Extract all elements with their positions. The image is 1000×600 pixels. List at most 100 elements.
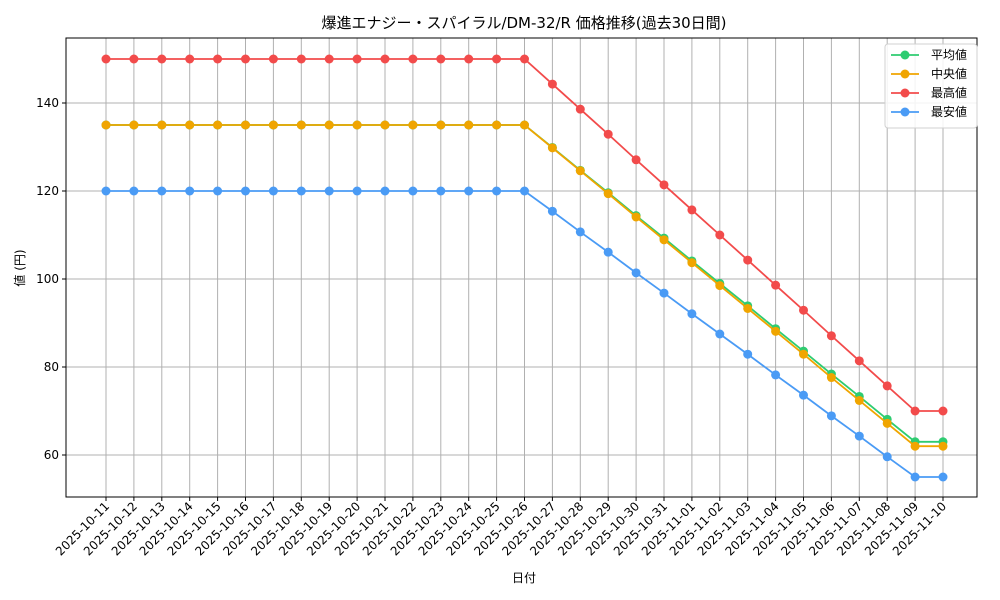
data-point (129, 54, 139, 64)
data-point (436, 120, 446, 130)
data-point (241, 54, 250, 64)
data-point (268, 120, 278, 130)
data-point (324, 120, 334, 130)
data-point (352, 120, 362, 130)
legend-marker-icon (900, 88, 910, 98)
data-point (296, 186, 306, 196)
data-point (826, 373, 836, 383)
data-point (826, 411, 836, 421)
data-point (185, 186, 195, 196)
data-point (910, 472, 920, 482)
data-point (185, 120, 195, 130)
data-point (687, 205, 697, 215)
data-point (854, 395, 864, 405)
data-point (882, 381, 892, 391)
data-point (631, 268, 641, 278)
series-line (101, 54, 948, 416)
data-point (687, 309, 697, 319)
data-point (799, 390, 808, 400)
data-point (799, 305, 808, 315)
data-point (659, 235, 669, 245)
data-point (241, 186, 250, 196)
data-point (938, 472, 948, 482)
data-point (826, 331, 836, 341)
data-point (380, 54, 390, 64)
data-point (743, 255, 753, 265)
y-tick-label: 120 (36, 184, 59, 198)
data-point (436, 186, 446, 196)
data-point (631, 155, 641, 165)
data-point (547, 206, 557, 216)
data-point (882, 452, 892, 462)
data-point (575, 166, 585, 176)
legend-label: 最安値 (931, 104, 967, 119)
data-point (520, 186, 529, 196)
data-point (157, 54, 167, 64)
data-point (380, 120, 390, 130)
data-point (408, 54, 418, 64)
legend-label: 平均値 (931, 47, 967, 62)
data-point (854, 431, 864, 441)
data-point (938, 441, 948, 451)
data-point (575, 227, 585, 237)
data-point (771, 280, 781, 290)
data-point (603, 247, 613, 257)
data-point (520, 54, 529, 64)
legend-item: 平均値 (891, 47, 967, 62)
data-point (464, 186, 474, 196)
data-point (854, 356, 864, 366)
data-point (687, 258, 697, 268)
data-point (241, 120, 250, 130)
data-point (185, 54, 195, 64)
legend-marker-icon (900, 107, 910, 117)
data-point (715, 281, 725, 291)
data-point (492, 54, 502, 64)
data-point (436, 54, 446, 64)
data-point (352, 186, 362, 196)
data-point (324, 186, 334, 196)
y-axis-ticks: 60 80 100 120 140 (36, 96, 66, 462)
data-point (213, 54, 223, 64)
data-point (771, 370, 781, 380)
data-point (157, 186, 167, 196)
data-point (129, 186, 139, 196)
data-point (715, 329, 725, 339)
plot-frame (65, 37, 978, 498)
data-point (771, 326, 781, 336)
data-point (213, 186, 223, 196)
data-point (547, 143, 557, 153)
data-point (268, 186, 278, 196)
data-point (296, 54, 306, 64)
data-point (296, 120, 306, 130)
y-tick-label: 140 (36, 96, 59, 110)
data-point (213, 120, 223, 130)
data-point (129, 120, 139, 130)
chart-title: 爆進エナジー・スパイラル/DM-32/R 価格推移(過去30日間) (321, 14, 726, 32)
data-point (715, 230, 725, 240)
legend-item: 最高値 (891, 85, 967, 100)
data-point (101, 120, 111, 130)
data-point (547, 79, 557, 89)
legend-box (884, 43, 978, 129)
data-point (659, 288, 669, 298)
data-point (882, 418, 892, 428)
data-point (910, 441, 920, 451)
series-line (101, 120, 948, 451)
data-point (492, 120, 502, 130)
data-point (352, 54, 362, 64)
data-point (659, 180, 669, 190)
data-point (603, 189, 613, 199)
data-point (324, 54, 334, 64)
legend-marker-icon (900, 50, 910, 60)
data-point (938, 406, 948, 416)
data-point (464, 120, 474, 130)
x-axis-ticks: 2025-10-112025-10-122025-10-132025-10-14… (53, 497, 949, 558)
y-tick-label: 60 (44, 448, 59, 462)
data-point (910, 406, 920, 416)
legend-item: 最安値 (891, 104, 967, 119)
data-point (575, 104, 585, 114)
grid-lines (66, 38, 977, 497)
data-point (743, 349, 753, 359)
